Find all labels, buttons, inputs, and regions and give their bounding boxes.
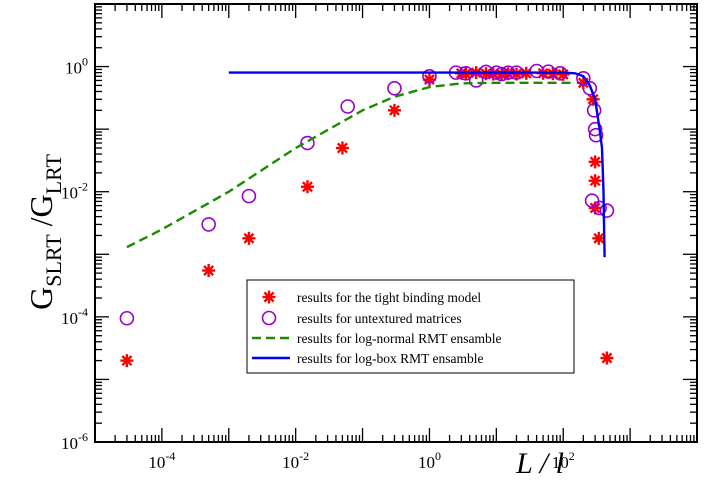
data-point-circle	[576, 70, 591, 86]
legend-entry: results for the tight binding model	[262, 290, 481, 305]
data-point-circle	[599, 203, 615, 218]
y-tick-label: 10-2	[61, 180, 88, 203]
data-point-star	[387, 103, 401, 117]
legend-circle-marker	[261, 310, 277, 326]
data-point-circle	[529, 63, 544, 79]
data-point-star	[588, 174, 602, 188]
legend-entry: results for log-box RMT ensamble	[252, 351, 483, 366]
data-point-circle	[387, 80, 402, 96]
data-point-star	[120, 354, 134, 368]
svg-text:GSLRT /GLRT: GSLRT /GLRT	[23, 154, 66, 310]
legend-entry: results for log-normal RMT ensamble	[252, 331, 501, 346]
series-line	[126, 81, 575, 249]
x-tick-label: 10-4	[148, 449, 175, 472]
data-point-circle	[592, 200, 607, 216]
x-tick-label: 102	[552, 449, 575, 472]
legend-label: results for untextured matrices	[297, 311, 462, 326]
data-point-star	[588, 155, 602, 169]
tick-labels: 10-4 10-2 100 102 10-6 10-4 10-2 100	[61, 55, 575, 472]
data-point-circle	[241, 188, 257, 204]
legend-label: results for log-box RMT ensamble	[297, 351, 483, 366]
legend-entry: results for untextured matrices	[261, 310, 462, 326]
data-point-circle	[468, 73, 484, 88]
y-axis-label: GSLRT /GLRT	[23, 154, 66, 310]
data-point-circle	[422, 68, 437, 84]
series-2	[126, 81, 575, 249]
legend: results for the tight binding model resul…	[246, 279, 575, 374]
data-point-star	[600, 351, 614, 365]
plot-area	[119, 63, 615, 368]
legend-label: results for the tight binding model	[297, 290, 481, 305]
axis-ticks	[94, 3, 698, 443]
data-point-star	[242, 231, 256, 245]
data-point-circle	[584, 193, 600, 208]
data-point-circle	[201, 217, 216, 232]
data-point-circle	[494, 66, 509, 82]
series-3	[228, 71, 606, 258]
x-tick-label: 10-2	[282, 449, 309, 472]
y-tick-label: 10-6	[61, 430, 88, 453]
data-point-circle	[340, 99, 356, 114]
svg-text:L / l: L / l	[515, 447, 564, 480]
data-point-star	[300, 180, 314, 194]
data-point-star	[202, 264, 216, 278]
x-axis-label: L / l	[515, 447, 564, 480]
data-point-circle	[587, 121, 603, 137]
x-tick-label: 100	[418, 449, 441, 472]
data-point-star	[335, 141, 349, 155]
data-point-circle	[582, 80, 598, 96]
y-tick-label: 100	[65, 55, 88, 78]
data-point-circle	[586, 103, 602, 118]
data-point-circle	[588, 127, 604, 143]
data-point-circle	[119, 310, 135, 326]
legend-label: results for log-normal RMT ensamble	[297, 331, 501, 346]
y-tick-label: 10-4	[61, 305, 88, 328]
legend-box	[246, 279, 575, 374]
legend-star-marker	[262, 290, 276, 304]
plot-frame	[94, 3, 698, 443]
series-line	[228, 71, 606, 258]
data-point-star	[422, 73, 436, 87]
data-point-circle	[300, 135, 315, 151]
